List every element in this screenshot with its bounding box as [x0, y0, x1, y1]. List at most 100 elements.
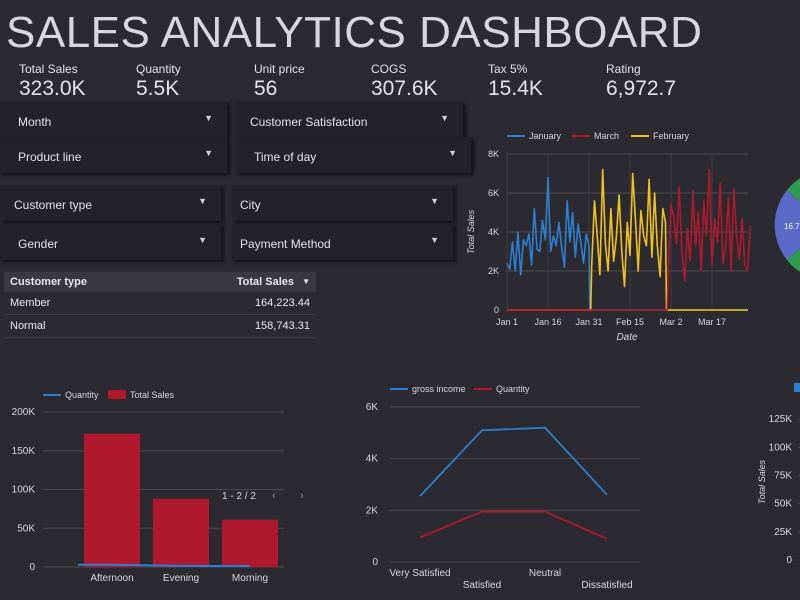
legend-label: March — [594, 131, 619, 141]
y-tick-label: 6K — [488, 188, 499, 198]
y-tick-label: 0 — [494, 305, 499, 315]
x-tick-label: Morning — [232, 573, 268, 584]
kpi-label: Quantity — [136, 62, 181, 76]
caret-down-icon: ▼ — [448, 148, 457, 158]
series-line — [507, 168, 752, 311]
caret-down-icon: ▼ — [430, 235, 439, 245]
y-tick-label: 0 — [29, 562, 35, 573]
chart-legend: gross income Quantity — [390, 384, 530, 394]
kpi-cogs: COGS 307.6K — [371, 62, 438, 101]
table-header: Customer type Total Sales ▼ — [4, 272, 316, 292]
column-header-customer-type[interactable]: Customer type — [10, 276, 88, 288]
kpi-tax: Tax 5% 15.4K — [488, 62, 543, 101]
y-tick-label: 4K — [366, 454, 379, 465]
x-tick-label: Dissatisfied — [581, 580, 632, 591]
pie-slice — [787, 178, 800, 202]
bar — [222, 519, 278, 567]
x-axis-label: Date — [616, 332, 638, 343]
y-tick-label: 6K — [366, 402, 379, 413]
legend-label: February — [653, 131, 690, 141]
sales-bar-chart-right: 0 25K 50K 75K 100K 125K Total Sales — [757, 383, 800, 566]
y-tick-label: 150K — [12, 446, 36, 457]
y-axis-label: Total Sales — [757, 459, 767, 504]
customer-type-filter[interactable]: Customer type ▼ — [0, 185, 222, 221]
series-line — [419, 510, 608, 540]
y-tick-label: 0 — [372, 557, 378, 568]
cell-customer-type: Member — [10, 297, 51, 309]
chevron-right-icon[interactable]: › — [300, 490, 304, 502]
product-line-filter[interactable]: Product line ▼ — [0, 137, 228, 173]
y-tick-label: 2K — [488, 266, 499, 276]
x-tick-label: Jan 31 — [575, 317, 602, 327]
city-filter[interactable]: City ▼ — [232, 185, 454, 221]
legend-swatch — [794, 383, 800, 392]
kpi-total-sales: Total Sales 323.0K — [19, 62, 86, 101]
table-row: Normal 158,743.31 — [4, 315, 316, 338]
bar — [153, 498, 209, 567]
sales-by-time-chart: Quantity Total Sales 0 50K 100K 150K 200K Aft… — [12, 390, 304, 584]
y-tick-label: 50K — [774, 499, 792, 510]
legend-label: gross income — [412, 384, 466, 394]
legend-label: Quantity — [65, 390, 99, 400]
x-tick-label: Feb 15 — [616, 317, 644, 327]
kpi-value: 56 — [254, 77, 278, 100]
chart-legend: Quantity Total Sales — [43, 390, 175, 400]
kpi-label: Rating — [606, 62, 641, 76]
series-line — [78, 563, 251, 568]
kpi-label: Tax 5% — [488, 62, 528, 76]
sort-desc-icon[interactable]: ▼ — [302, 277, 310, 286]
chevron-left-icon[interactable]: ‹ — [272, 490, 276, 502]
series-line — [506, 176, 748, 311]
kpi-label: Total Sales — [19, 62, 78, 76]
y-axis-label: Total Sales — [466, 209, 476, 254]
pie-chart: 16.7 — [774, 178, 800, 272]
month-filter[interactable]: Month ▼ — [0, 102, 228, 138]
cell-total-sales: 158,743.31 — [254, 320, 310, 332]
y-tick-label: 4K — [488, 227, 499, 237]
customer-satisfaction-filter[interactable]: Customer Satisfaction ▼ — [236, 102, 464, 138]
filter-label: Payment Method — [240, 237, 331, 251]
pie-slice — [787, 248, 800, 272]
gender-filter[interactable]: Gender ▼ — [0, 224, 222, 260]
x-tick-label: Jan 1 — [496, 317, 518, 327]
x-tick-label: Very Satisfied — [389, 568, 450, 579]
kpi-label: Unit price — [254, 62, 305, 76]
y-tick-label: 75K — [774, 470, 792, 481]
legend-label: Total Sales — [130, 390, 175, 400]
legend-label: January — [529, 131, 562, 141]
cell-total-sales: 164,223.44 — [254, 297, 310, 309]
filter-label: Customer type — [14, 198, 93, 212]
filter-label: Customer Satisfaction — [250, 115, 368, 129]
y-tick-label: 100K — [12, 485, 36, 496]
table-row: Member 164,223.44 — [4, 292, 316, 315]
filter-label: Month — [18, 115, 52, 129]
x-tick-label: Neutral — [529, 568, 561, 579]
column-header-total-sales[interactable]: Total Sales — [236, 276, 294, 288]
caret-down-icon: ▼ — [198, 235, 207, 245]
series-line — [419, 426, 608, 497]
satisfaction-chart: gross income Quantity 0 2K 4K 6K Very Satisfi… — [366, 384, 640, 591]
caret-down-icon: ▼ — [430, 196, 439, 206]
caret-down-icon: ▼ — [198, 196, 207, 206]
customer-type-table: Customer type Total Sales ▼ Member 164,2… — [4, 272, 316, 338]
y-tick-label: 25K — [774, 527, 792, 538]
kpi-value: 6,972.7 — [606, 77, 677, 100]
kpi-unit-price: Unit price 56 — [254, 62, 305, 101]
x-tick-label: Afternoon — [90, 573, 133, 584]
filter-label: City — [240, 198, 261, 212]
y-tick-label: 0 — [786, 555, 792, 566]
kpi-value: 5.5K — [136, 77, 180, 100]
pie-slice-label: 16.7 — [784, 222, 800, 231]
x-tick-label: Evening — [163, 573, 199, 584]
pie-slice — [774, 190, 800, 260]
series-line — [507, 168, 748, 311]
filter-label: Time of day — [254, 150, 317, 164]
kpi-quantity: Quantity 5.5K — [136, 62, 181, 101]
time-of-day-filter[interactable]: Time of day ▼ — [236, 137, 472, 173]
y-tick-label: 8K — [488, 149, 499, 159]
y-tick-label: 125K — [769, 414, 793, 425]
y-tick-label: 200K — [12, 407, 36, 418]
y-tick-label: 2K — [366, 505, 379, 516]
x-tick-label: Jan 16 — [534, 317, 561, 327]
payment-method-filter[interactable]: Payment Method ▼ — [232, 224, 454, 260]
